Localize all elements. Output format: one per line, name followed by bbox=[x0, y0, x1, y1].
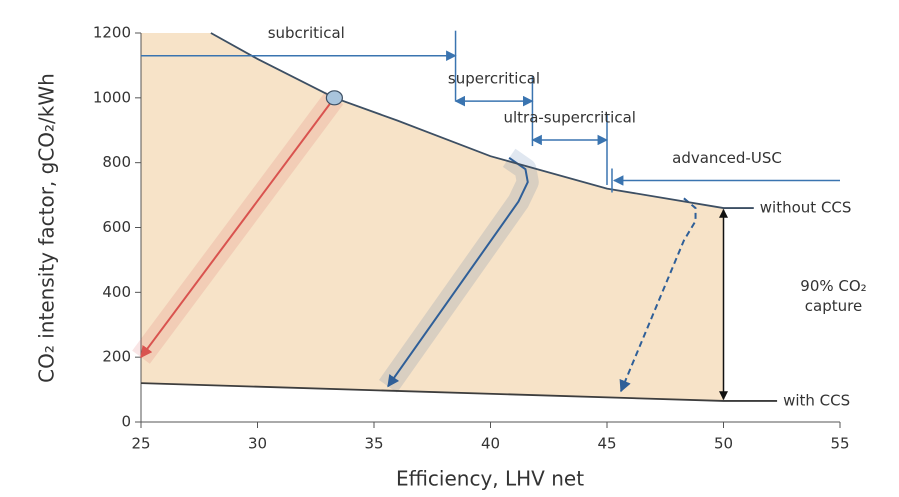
capture-label: capture bbox=[805, 297, 862, 315]
x-tick-label: 35 bbox=[364, 435, 383, 453]
y-tick-label: 0 bbox=[121, 413, 131, 431]
y-tick-label: 800 bbox=[102, 153, 131, 171]
series-label: without CCS bbox=[760, 199, 852, 217]
y-tick-label: 600 bbox=[102, 218, 131, 236]
series-label: with CCS bbox=[783, 391, 850, 409]
series-line bbox=[140, 382, 778, 402]
x-tick-label: 40 bbox=[481, 435, 500, 453]
y-tick-label: 1000 bbox=[93, 88, 131, 106]
pathway bbox=[387, 156, 529, 388]
y-axis-label: CO₂ intensity factor, gCO₂/kWh bbox=[35, 73, 59, 383]
point-marker bbox=[325, 90, 343, 106]
x-tick-label: 30 bbox=[248, 435, 267, 453]
y-tick-label: 400 bbox=[102, 283, 131, 301]
x-tick-label: 55 bbox=[830, 435, 849, 453]
x-axis-label: Efficiency, LHV net bbox=[396, 467, 584, 491]
region-fill bbox=[141, 33, 724, 401]
pathway bbox=[140, 97, 336, 359]
regime-label: subcritical bbox=[268, 24, 345, 42]
y-tick-label: 200 bbox=[102, 348, 131, 366]
regime-label: advanced-USC bbox=[672, 149, 782, 167]
regime-label: supercritical bbox=[448, 70, 540, 88]
series-line bbox=[210, 32, 754, 209]
y-tick-label: 1200 bbox=[93, 24, 131, 42]
x-tick-label: 50 bbox=[714, 435, 733, 453]
pathway bbox=[619, 197, 697, 393]
regime-label: ultra-supercritical bbox=[503, 108, 635, 126]
x-tick-label: 25 bbox=[131, 435, 150, 453]
x-tick-label: 45 bbox=[597, 435, 616, 453]
capture-label: 90% CO₂ bbox=[800, 277, 866, 295]
